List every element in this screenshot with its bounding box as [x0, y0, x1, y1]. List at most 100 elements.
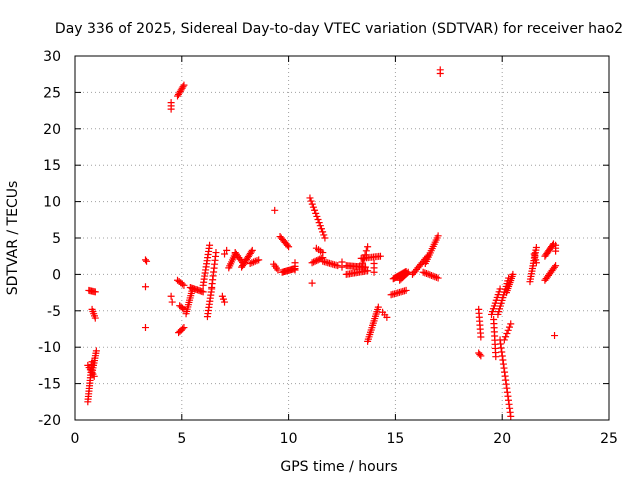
- y-tick-label: -10: [38, 340, 61, 356]
- data-point: [91, 288, 99, 296]
- data-point: [477, 352, 485, 360]
- data-point: [167, 292, 175, 300]
- data-point: [476, 350, 484, 358]
- data-point: [429, 272, 437, 280]
- data-point: [311, 257, 319, 265]
- data-point: [141, 283, 149, 291]
- plot-frame: [74, 55, 610, 421]
- data-point: [532, 243, 540, 251]
- data-point: [362, 247, 370, 255]
- data-point: [500, 336, 508, 344]
- data-point: [383, 313, 391, 321]
- data-point: [402, 286, 410, 294]
- data-point: [180, 281, 188, 289]
- data-point: [168, 298, 176, 306]
- data-point: [314, 216, 322, 224]
- data-point: [432, 273, 440, 281]
- axis-ticks: 0 5 10 15 20 25 -20 -15 -10 -5 0 5 10 15 20 25 30: [38, 49, 618, 447]
- data-point: [306, 194, 314, 202]
- data-point: [360, 255, 368, 263]
- data-point: [308, 279, 316, 287]
- data-point: [221, 250, 229, 258]
- x-tick-label: 0: [71, 431, 80, 447]
- y-tick-label: 5: [52, 231, 61, 247]
- data-point: [403, 269, 411, 277]
- data-point: [307, 197, 315, 205]
- data-point: [374, 303, 382, 311]
- data-point: [319, 228, 327, 236]
- data-point: [357, 263, 365, 271]
- data-point: [359, 259, 367, 267]
- data-point: [434, 274, 442, 282]
- data-point: [141, 324, 149, 332]
- data-point: [285, 243, 293, 251]
- data-point: [180, 81, 188, 89]
- y-tick-label: -20: [38, 413, 61, 429]
- data-point: [317, 225, 325, 233]
- data-point: [507, 320, 515, 328]
- data-point: [321, 234, 329, 242]
- y-tick-label: 0: [52, 267, 61, 283]
- data-point: [422, 270, 430, 278]
- data-point: [550, 263, 558, 271]
- data-point: [313, 212, 321, 220]
- data-point: [492, 353, 500, 361]
- data-point: [274, 266, 282, 274]
- data-point: [250, 258, 258, 266]
- y-axis-label: SDTVAR / TECUs: [5, 181, 21, 296]
- data-point: [312, 209, 320, 217]
- data-point: [179, 304, 187, 312]
- data-point: [361, 251, 369, 259]
- data-point: [206, 241, 214, 249]
- data-point: [179, 83, 187, 91]
- x-tick-label: 5: [177, 431, 186, 447]
- y-tick-label: 25: [43, 85, 61, 101]
- data-point: [199, 288, 207, 296]
- data-point: [180, 324, 188, 332]
- x-tick-label: 25: [600, 431, 618, 447]
- data-point: [92, 347, 100, 355]
- data-point: [509, 270, 517, 278]
- data-point: [212, 249, 220, 257]
- data-point: [338, 263, 346, 271]
- data-point: [316, 222, 324, 230]
- data-point: [427, 271, 435, 279]
- data-point: [507, 412, 515, 420]
- data-point: [309, 203, 317, 211]
- data-point: [255, 256, 263, 264]
- data-point: [90, 372, 98, 380]
- data-point: [315, 219, 323, 227]
- data-point: [143, 257, 151, 265]
- data-point: [426, 271, 434, 279]
- x-tick-label: 10: [280, 431, 298, 447]
- data-point: [376, 252, 384, 260]
- data-point: [91, 314, 99, 322]
- data-point: [436, 66, 444, 74]
- data-point: [313, 257, 321, 265]
- x-tick-label: 15: [386, 431, 404, 447]
- data-points: [84, 66, 560, 420]
- data-point: [532, 259, 540, 267]
- data-point: [419, 268, 427, 276]
- y-tick-label: -5: [47, 304, 61, 320]
- y-tick-label: -15: [38, 377, 61, 393]
- data-point: [431, 273, 439, 281]
- data-point: [179, 325, 187, 333]
- data-point: [141, 256, 149, 264]
- x-tick-label: 20: [493, 431, 511, 447]
- data-point: [364, 243, 372, 251]
- data-point: [502, 333, 510, 341]
- data-point: [311, 206, 319, 214]
- data-point: [253, 257, 261, 265]
- data-point: [477, 333, 485, 341]
- data-point: [504, 326, 512, 334]
- data-point: [308, 259, 316, 267]
- data-point: [424, 270, 432, 278]
- data-point: [308, 200, 316, 208]
- data-point: [310, 258, 318, 266]
- data-point: [178, 280, 186, 288]
- grid-lines: [75, 56, 609, 420]
- data-point: [221, 298, 229, 306]
- data-point: [552, 241, 560, 249]
